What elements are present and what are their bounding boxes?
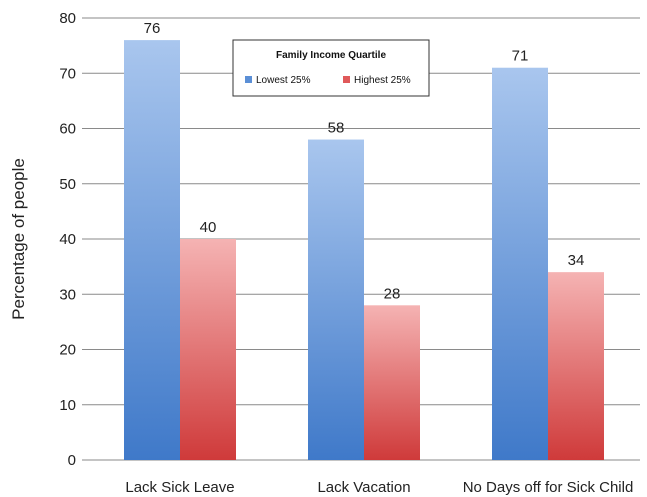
bar-lowest-2 [492,67,548,460]
y-tick-label: 50 [59,176,76,193]
data-label: 34 [568,252,585,269]
legend-title: Family Income Quartile [276,50,386,61]
y-tick-label: 10 [59,397,76,414]
y-tick-label: 60 [59,121,76,138]
legend: Family Income Quartile Lowest 25% Highest… [232,39,430,97]
legend-swatch [245,76,252,83]
bar-highest-1 [364,305,420,460]
data-label: 71 [512,48,529,65]
y-tick-label: 0 [68,452,76,469]
bar-highest-0 [180,239,236,460]
category-label: No Days off for Sick Child [463,479,634,496]
data-label: 40 [200,219,217,236]
category-label: Lack Vacation [317,479,410,496]
y-tick-label: 40 [59,231,76,248]
category-label: Lack Sick Leave [125,479,234,496]
data-label: 58 [328,120,345,137]
y-tick-label: 70 [59,65,76,82]
legend-items: Lowest 25% Highest 25% [245,75,411,86]
legend-label: Highest 25% [354,75,411,86]
bar-lowest-0 [124,40,180,460]
y-tick-label: 30 [59,286,76,303]
data-label: 28 [384,285,401,302]
legend-box [232,39,430,97]
bar-highest-2 [548,272,604,460]
data-labels: 76 40 58 28 71 34 [144,20,585,302]
legend-swatch [343,76,350,83]
y-axis-title: Percentage of people [9,158,28,320]
y-tick-label: 80 [59,10,76,27]
y-axis-ticks: 0 10 20 30 40 50 60 70 80 [59,10,88,469]
y-tick-label: 20 [59,342,76,359]
legend-label: Lowest 25% [256,75,311,86]
bars [124,40,604,461]
data-label: 76 [144,20,161,37]
category-labels: Lack Sick Leave Lack Vacation No Days off … [125,479,633,496]
bar-lowest-1 [308,139,364,461]
